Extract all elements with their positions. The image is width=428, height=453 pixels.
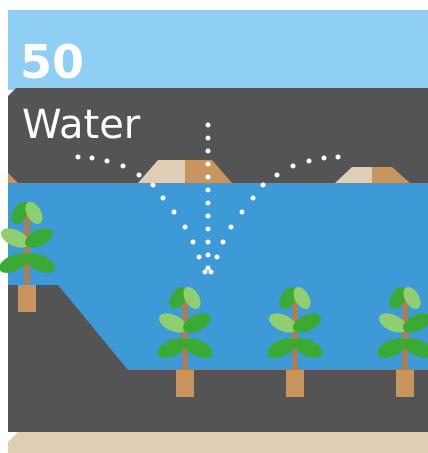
spray-dot bbox=[206, 162, 211, 167]
spray-dot bbox=[291, 164, 296, 169]
spray-dot bbox=[221, 240, 226, 245]
spray-dot bbox=[206, 253, 211, 258]
spray-dot bbox=[90, 156, 95, 161]
spray-dot bbox=[229, 225, 234, 230]
spray-dot bbox=[322, 156, 327, 161]
spray-dot bbox=[336, 155, 341, 160]
page: 50 Water (() => { const data = JSON.pars… bbox=[0, 0, 428, 453]
spray-dot bbox=[105, 159, 110, 164]
spray-dot bbox=[121, 164, 126, 169]
spray-dot bbox=[183, 225, 188, 230]
soil-strip bbox=[8, 432, 428, 453]
spray-dot bbox=[251, 196, 256, 201]
illustration: 50 Water bbox=[0, 0, 428, 453]
spray-dot bbox=[197, 255, 202, 260]
spray-dot bbox=[206, 240, 211, 245]
spray-dot bbox=[206, 136, 211, 141]
spray-dot bbox=[76, 155, 81, 160]
spray-dot bbox=[209, 270, 214, 275]
spray-dot bbox=[191, 240, 196, 245]
spray-dot bbox=[206, 123, 211, 128]
spray-dot bbox=[206, 188, 211, 193]
spray-dot bbox=[172, 210, 177, 215]
spray-dot bbox=[261, 183, 266, 188]
spray-dot bbox=[206, 149, 211, 154]
spray-dot bbox=[151, 183, 156, 188]
spray-dot bbox=[206, 214, 211, 219]
spray-dot bbox=[161, 196, 166, 201]
spray-dot bbox=[307, 159, 312, 164]
spray-dot bbox=[206, 175, 211, 180]
spray-dot bbox=[203, 270, 208, 275]
spray-dot bbox=[206, 201, 211, 206]
spray-dot bbox=[275, 173, 280, 178]
spray-dot bbox=[240, 210, 245, 215]
spray-dot bbox=[137, 173, 142, 178]
spray-dot bbox=[206, 266, 211, 271]
spray-dot bbox=[215, 255, 220, 260]
spray-dot bbox=[206, 227, 211, 232]
badge-number: 50 bbox=[20, 35, 84, 89]
badge-label: Water bbox=[22, 102, 141, 148]
